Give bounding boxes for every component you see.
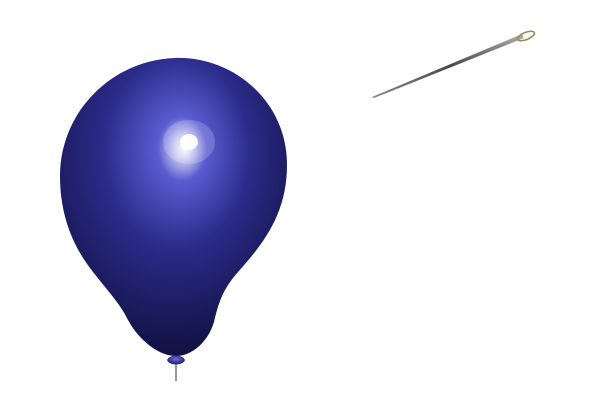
needle-shaft bbox=[372, 34, 524, 98]
balloon-knot bbox=[167, 356, 185, 365]
balloon-body bbox=[60, 58, 287, 356]
balloon-glow bbox=[163, 120, 215, 164]
needle bbox=[372, 29, 536, 98]
